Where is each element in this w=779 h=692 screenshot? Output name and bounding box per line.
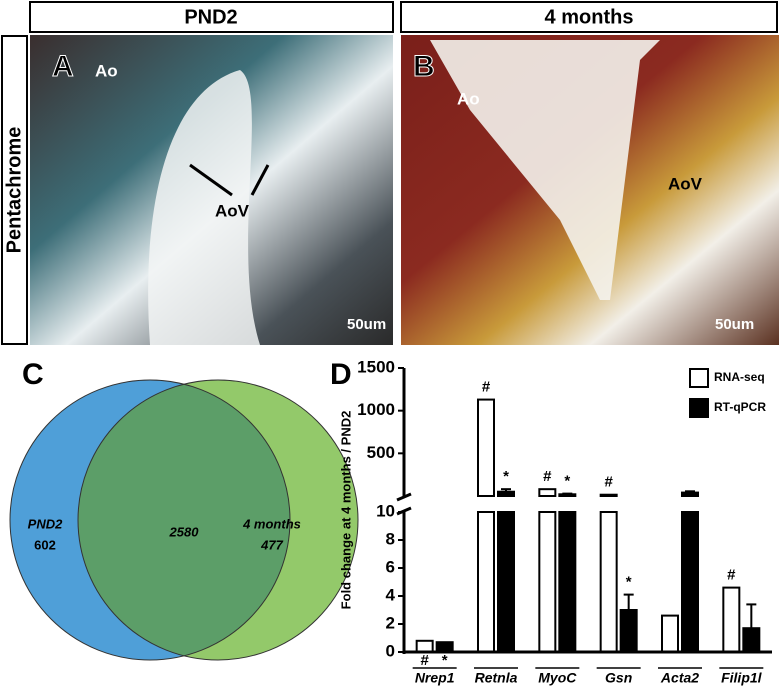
significance-mark: * bbox=[564, 473, 570, 490]
bar bbox=[477, 511, 495, 653]
header-left: PND2 bbox=[184, 6, 237, 28]
significance-mark: * bbox=[503, 468, 509, 485]
arrow bbox=[189, 163, 233, 197]
y-tick-label: 6 bbox=[386, 557, 395, 576]
panel-letter: A bbox=[52, 50, 74, 83]
set-count: 477 bbox=[260, 537, 283, 552]
significance-mark: # bbox=[604, 474, 613, 491]
row-label: Pentachrome bbox=[3, 127, 25, 254]
row-label-box bbox=[1, 35, 28, 345]
lumen bbox=[430, 40, 660, 300]
y-tick-label: 10 bbox=[376, 501, 395, 520]
significance-mark: * bbox=[442, 652, 448, 669]
header-box bbox=[400, 1, 778, 33]
bar bbox=[497, 490, 515, 498]
y-tick-label: 500 bbox=[367, 443, 395, 462]
header-right: 4 months bbox=[545, 6, 634, 28]
label: Ao bbox=[95, 61, 118, 80]
bar bbox=[619, 609, 638, 653]
scale-label: 50um bbox=[715, 316, 754, 333]
bar bbox=[742, 627, 761, 654]
significance-mark: # bbox=[727, 567, 736, 584]
legend-swatch bbox=[689, 398, 709, 418]
bar bbox=[681, 491, 699, 498]
y-tick-label: 2 bbox=[386, 613, 395, 632]
bar bbox=[497, 511, 515, 653]
y-tick-label: 4 bbox=[386, 585, 396, 604]
label: AoV bbox=[668, 174, 703, 193]
label: AoV bbox=[215, 201, 250, 220]
significance-mark: * bbox=[626, 574, 632, 591]
y-tick-label: 1500 bbox=[357, 357, 395, 376]
bar bbox=[599, 511, 618, 653]
bar bbox=[477, 398, 495, 497]
bar bbox=[538, 511, 557, 653]
header-box bbox=[29, 1, 394, 33]
significance-mark: # bbox=[543, 468, 552, 485]
panel-letter: D bbox=[330, 358, 352, 391]
legend-label: RT-qPCR bbox=[714, 400, 766, 414]
arrow bbox=[250, 164, 270, 196]
x-tick-label: Acta2 bbox=[660, 670, 699, 686]
significance-mark: # bbox=[482, 379, 491, 396]
scale-label: 50um bbox=[347, 316, 386, 333]
label: Ao bbox=[457, 89, 480, 108]
x-tick-label: Nrep1 bbox=[415, 670, 455, 686]
set-name: 4 months bbox=[242, 516, 301, 531]
bar bbox=[599, 493, 618, 498]
x-tick-label: Retnla bbox=[475, 670, 518, 686]
lumen bbox=[148, 70, 260, 345]
bar-chart: D Fold change at 4 months / PND2 0 2 4 6 8 10 50… bbox=[330, 357, 772, 686]
legend-swatch bbox=[689, 368, 709, 388]
panel-letter: C bbox=[22, 358, 44, 391]
bar bbox=[558, 511, 577, 653]
significance-mark: # bbox=[420, 652, 429, 669]
x-tick-label: MyoC bbox=[538, 670, 577, 686]
axis-break bbox=[396, 492, 412, 502]
bar bbox=[681, 511, 699, 653]
y-tick-label: 8 bbox=[386, 529, 395, 548]
overlap-count: 2580 bbox=[169, 524, 200, 539]
y-tick-label: 0 bbox=[386, 641, 395, 660]
x-tick-label: Filip1l bbox=[721, 670, 763, 686]
venn-outline bbox=[77, 379, 359, 661]
bar bbox=[415, 639, 434, 653]
bar bbox=[722, 586, 741, 653]
y-tick-label: 1000 bbox=[357, 400, 395, 419]
venn-outline bbox=[9, 379, 291, 661]
y-axis-label: Fold change at 4 months / PND2 bbox=[338, 411, 353, 610]
x-tick-label: Gsn bbox=[605, 670, 632, 686]
set-count: 602 bbox=[34, 537, 56, 552]
legend-label: RNA-seq bbox=[714, 370, 765, 384]
bar bbox=[661, 614, 679, 653]
bar bbox=[538, 488, 557, 498]
panel-letter: B bbox=[413, 50, 435, 83]
set-name: PND2 bbox=[28, 516, 63, 531]
